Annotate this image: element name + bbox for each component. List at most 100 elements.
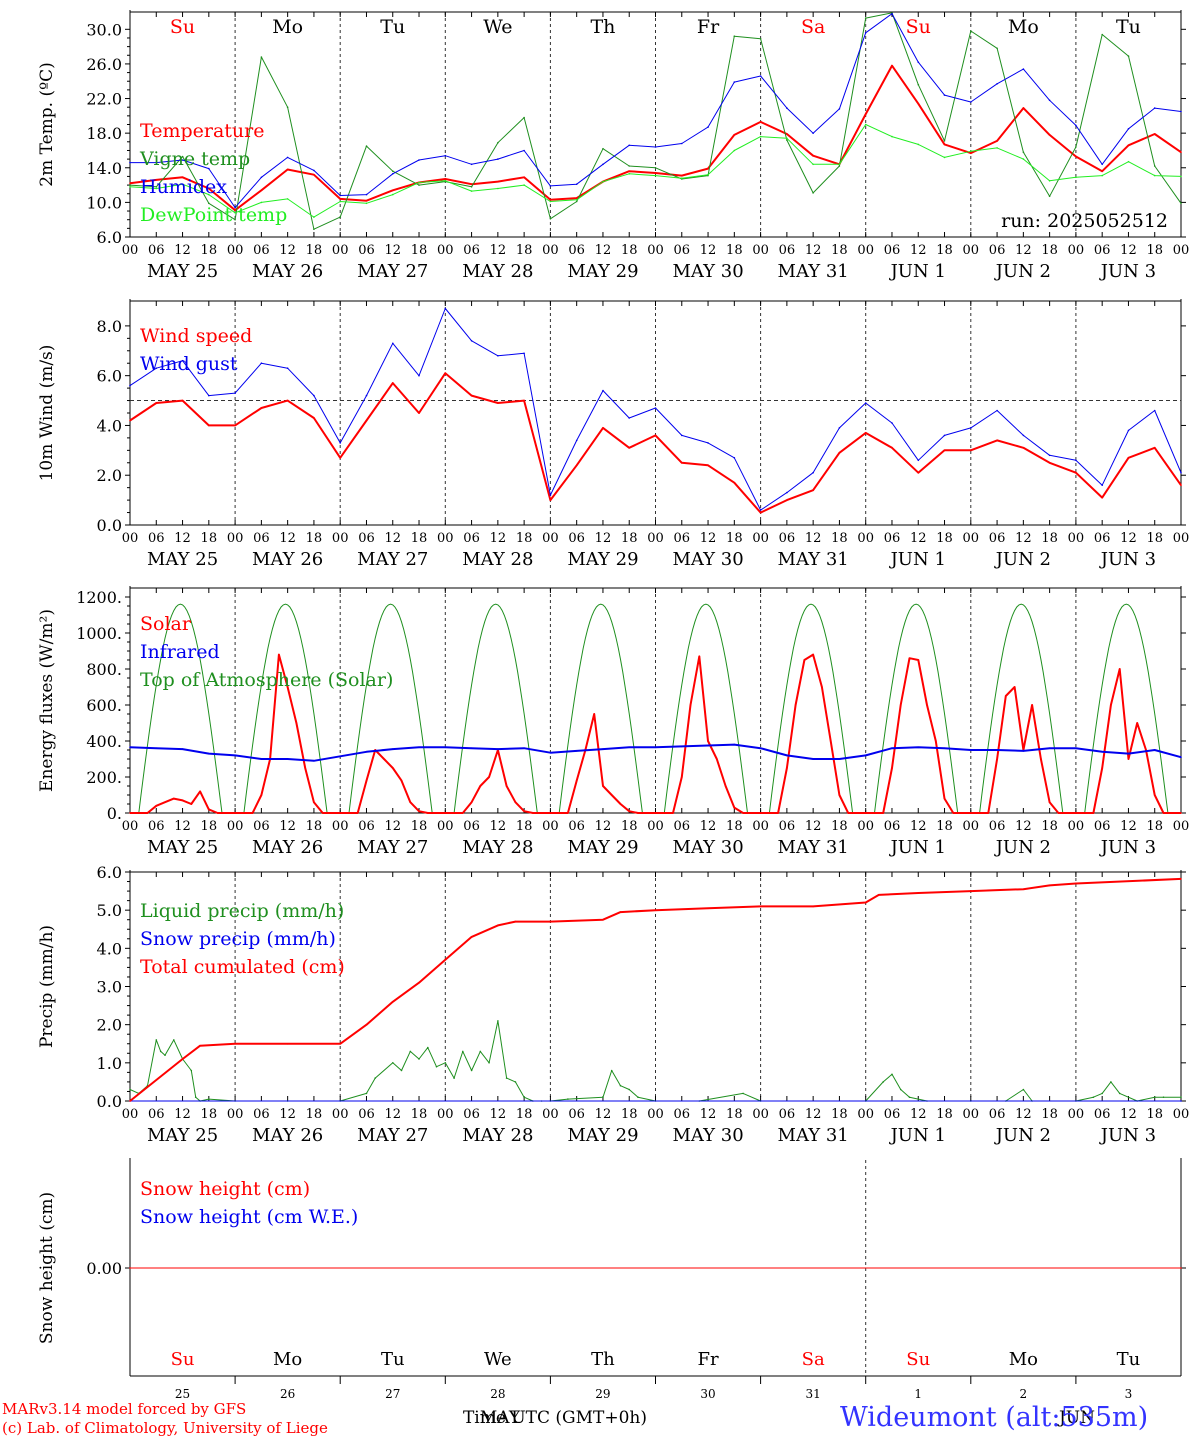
data-point <box>996 758 998 760</box>
y-tick-label: 0.00 <box>86 1259 122 1278</box>
data-point <box>339 812 342 814</box>
data-point <box>234 209 236 211</box>
data-point <box>155 187 158 190</box>
x-hour-label: 00 <box>332 531 349 546</box>
x-hour-label: 06 <box>358 819 375 834</box>
data-point <box>917 143 920 146</box>
x-hour-label: 12 <box>279 531 296 546</box>
data-point <box>129 1100 131 1102</box>
data-point <box>155 402 158 404</box>
data-point <box>1040 758 1042 760</box>
x-hour-label: 00 <box>857 531 874 546</box>
bottom-date-label: 1 <box>914 1387 922 1401</box>
data-point <box>1127 160 1130 163</box>
x-date-label: MAY 31 <box>778 1125 849 1146</box>
y-tick-label: 3.0 <box>97 978 122 997</box>
data-point <box>996 749 998 751</box>
x-hour-label: 06 <box>674 243 691 258</box>
data-point <box>1005 695 1007 697</box>
x-hour-label: 18 <box>306 819 323 834</box>
data-point <box>838 163 841 166</box>
data-point <box>1118 668 1121 670</box>
data-point <box>812 132 814 134</box>
data-point <box>786 499 788 501</box>
data-point <box>497 924 499 927</box>
data-point <box>786 754 788 757</box>
data-point <box>681 174 683 177</box>
data-point <box>383 758 385 760</box>
data-point <box>129 1088 131 1091</box>
data-point <box>313 169 315 172</box>
x-date-label: MAY 29 <box>567 1125 638 1146</box>
data-point <box>654 174 657 177</box>
data-point <box>523 176 525 179</box>
data-point <box>208 187 210 190</box>
data-point <box>610 794 613 796</box>
data-point <box>812 192 814 194</box>
data-point <box>654 172 657 174</box>
x-hour-label: 00 <box>857 1107 874 1122</box>
y-tick-label: 26.0 <box>86 55 122 74</box>
data-point <box>681 177 683 179</box>
data-point <box>777 812 779 814</box>
data-point <box>181 155 184 158</box>
x-hour-label: 06 <box>148 243 165 258</box>
x-date-label: MAY 28 <box>462 837 533 858</box>
data-point <box>208 167 210 170</box>
data-point <box>943 94 946 96</box>
data-point <box>1153 107 1156 109</box>
data-point <box>891 135 893 138</box>
data-point <box>943 797 946 800</box>
x-hour-label: 06 <box>884 1107 901 1122</box>
x-date-label: JUN 2 <box>994 837 1051 858</box>
y-tick-label: 14.0 <box>86 159 122 178</box>
x-hour-label: 00 <box>963 819 980 834</box>
data-point <box>759 905 762 908</box>
data-point <box>339 200 342 203</box>
data-point <box>365 1023 368 1026</box>
data-point <box>821 686 823 688</box>
x-date-label: MAY 26 <box>252 837 323 858</box>
legend-entry: Wind gust <box>140 353 238 375</box>
data-point <box>129 812 131 814</box>
data-point <box>759 509 762 511</box>
data-point <box>891 422 893 424</box>
data-point <box>1180 202 1182 205</box>
data-point <box>1180 812 1182 814</box>
x-hour-label: 18 <box>726 1107 743 1122</box>
data-point <box>1153 174 1156 177</box>
data-point <box>199 1044 201 1047</box>
data-point <box>1180 471 1182 474</box>
legend-entry: Temperature <box>140 120 264 142</box>
x-hour-label: 06 <box>674 531 691 546</box>
x-hour-label: 00 <box>122 243 139 258</box>
legend-entry: Wind speed <box>140 325 252 347</box>
x-hour-label: 06 <box>779 819 796 834</box>
x-hour-label: 18 <box>1146 531 1163 546</box>
x-hour-label: 06 <box>463 1107 480 1122</box>
x-hour-label: 00 <box>437 243 454 258</box>
x-hour-label: 00 <box>647 1107 664 1122</box>
data-point <box>295 722 298 724</box>
data-point <box>917 102 920 105</box>
x-hour-label: 06 <box>358 243 375 258</box>
bottom-date-label: 29 <box>595 1387 610 1401</box>
data-point <box>155 367 158 370</box>
x-hour-label: 18 <box>201 819 218 834</box>
data-point <box>1127 457 1130 459</box>
x-hour-label: 18 <box>411 243 428 258</box>
x-hour-label: 06 <box>463 531 480 546</box>
x-hour-label: 12 <box>1015 819 1032 834</box>
data-point <box>724 785 727 787</box>
data-point <box>567 812 569 814</box>
data-point <box>549 185 552 187</box>
data-point <box>286 686 289 688</box>
data-point <box>575 199 578 201</box>
x-date-label: JUN 1 <box>889 261 946 282</box>
data-point <box>1153 409 1156 412</box>
data-point <box>610 1069 613 1072</box>
data-point <box>759 135 762 138</box>
data-point <box>864 812 867 814</box>
data-point <box>637 812 639 814</box>
